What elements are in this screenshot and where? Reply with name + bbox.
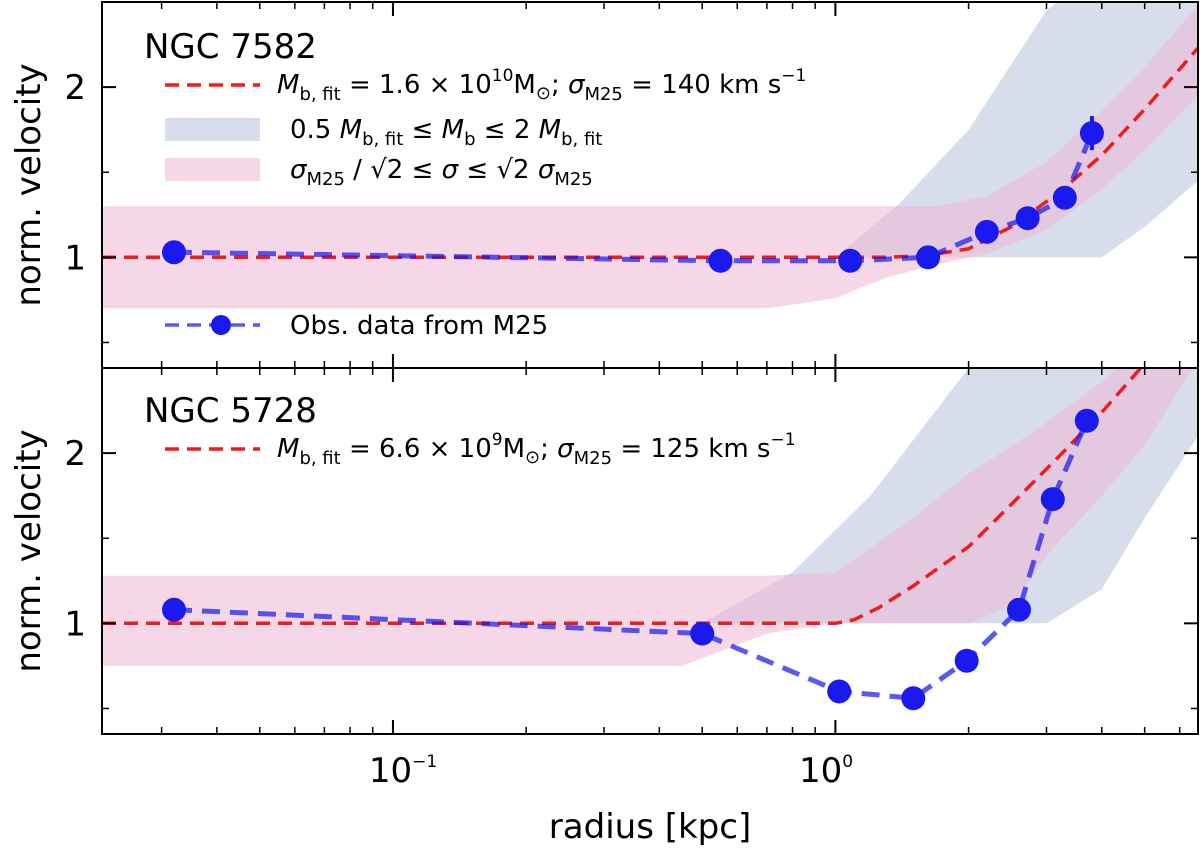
observed-point: [954, 648, 979, 673]
observed-point: [838, 248, 863, 273]
legend-sigma-band-label: σM25 / √2 ≤ σ ≤ √2 σM25: [290, 155, 593, 190]
legend-mass-band-entry: 0.5 Mb, fit ≤ Mb ≤ 2 Mb, fit: [165, 115, 602, 150]
observed-point: [827, 679, 852, 704]
legend-observed-label: Obs. data from M25: [290, 311, 548, 341]
sigma-band: [102, 368, 1193, 666]
observed-point: [690, 621, 715, 646]
observed-point: [1052, 185, 1077, 210]
y-tick-label: 2: [64, 68, 86, 108]
observed-point: [974, 219, 999, 244]
legend-fit-label: Mb, fit = 1.6 × 1010M⊙; σM25 = 140 km s−…: [277, 66, 806, 105]
mass-band: [102, 2, 1198, 258]
observed-point: [1040, 487, 1065, 512]
axes-frame: [101, 367, 1199, 735]
x-axis-label: radius [kpc]: [549, 807, 751, 847]
legend-observed-marker: [211, 315, 231, 335]
observed-point: [708, 248, 733, 273]
panel-ngc5728: 12 NGC 5728 norm. velocity Mb, fit = 6.6…: [9, 367, 1199, 735]
x-tick-label: 10−1: [369, 751, 437, 791]
legend: Mb, fit = 6.6 × 109M⊙; σM25 = 125 km s−1: [165, 430, 796, 469]
legend-observed-entry: Obs. data from M25: [165, 311, 548, 341]
x-tick-label: 100: [799, 751, 853, 791]
observed-point: [1015, 206, 1040, 231]
observed-point: [1006, 597, 1031, 622]
observed-point: [901, 686, 926, 711]
observed-line: [173, 419, 1090, 701]
panel-ngc7582: 12 NGC 7582 norm. velocity Mb, fit = 1.6…: [9, 1, 1199, 369]
legend-fit-label: Mb, fit = 6.6 × 109M⊙; σM25 = 125 km s−1: [277, 430, 796, 469]
y-axis-label: norm. velocity: [9, 63, 49, 306]
y-tick-label: 1: [64, 604, 86, 644]
observed-point: [1074, 408, 1099, 433]
legend-sigma-band-swatch: [165, 158, 260, 181]
sigma-band: [102, 5, 1198, 309]
observed-point: [161, 597, 186, 622]
panel-title: NGC 7582: [144, 27, 317, 67]
y-tick-label: 2: [64, 434, 86, 474]
legend-sigma-band-entry: σM25 / √2 ≤ σ ≤ √2 σM25: [165, 155, 593, 190]
axis-ticks: 12: [64, 2, 1198, 368]
plot-area: [102, 2, 1198, 309]
observed-point: [1079, 121, 1104, 146]
legend-mass-band-swatch: [165, 118, 260, 141]
y-axis-label: norm. velocity: [9, 429, 49, 672]
observed-point: [916, 245, 941, 270]
legend: Mb, fit = 1.6 × 1010M⊙; σM25 = 140 km s−…: [165, 66, 806, 341]
observed-point: [161, 240, 186, 265]
y-tick-label: 1: [64, 238, 86, 278]
plot-area: [102, 368, 1198, 711]
x-axis: 10−1 100 radius [kpc]: [369, 751, 853, 847]
panel-title: NGC 5728: [144, 391, 317, 431]
axis-ticks: 12: [64, 368, 1198, 734]
legend-fit-entry: Mb, fit = 6.6 × 109M⊙; σM25 = 125 km s−1: [165, 430, 796, 469]
legend-fit-entry: Mb, fit = 1.6 × 1010M⊙; σM25 = 140 km s−…: [165, 66, 806, 105]
legend-mass-band-label: 0.5 Mb, fit ≤ Mb ≤ 2 Mb, fit: [290, 115, 602, 150]
